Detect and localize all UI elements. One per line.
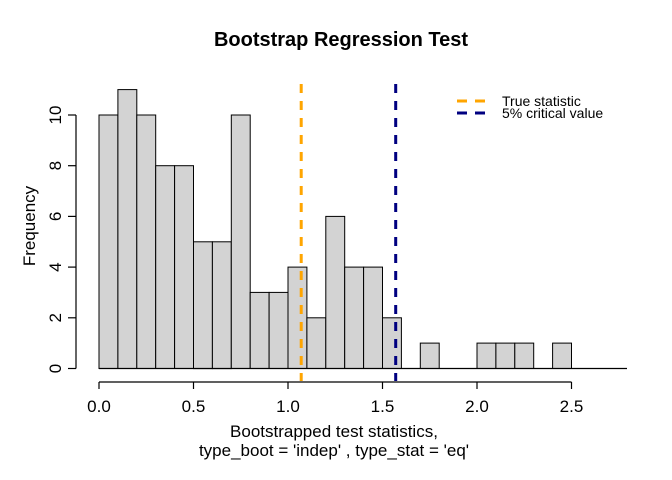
x-tick-label: 2.0 <box>465 397 489 416</box>
x-tick-label: 0.0 <box>87 397 111 416</box>
y-tick-label: 4 <box>46 262 65 271</box>
y-tick-label: 2 <box>46 313 65 322</box>
histogram-bar <box>230 114 251 369</box>
histogram-bar <box>98 114 119 369</box>
histogram-bar <box>268 291 289 369</box>
histogram-bar <box>495 342 516 370</box>
histogram-bar <box>306 317 327 369</box>
y-tick-label: 10 <box>46 106 65 125</box>
histogram-bar <box>325 215 346 369</box>
x-axis-label-line1: Bootstrapped test statistics, <box>230 422 438 441</box>
x-tick-label: 1.0 <box>276 397 300 416</box>
x-tick-label: 1.5 <box>371 397 395 416</box>
histogram-bar <box>193 241 213 370</box>
histogram-bar <box>136 114 157 369</box>
histogram-bar <box>344 266 365 370</box>
chart-title: Bootstrap Regression Test <box>214 29 468 51</box>
y-tick-label: 8 <box>46 161 65 170</box>
x-tick-label: 2.5 <box>560 397 584 416</box>
histogram-bar <box>419 342 440 370</box>
legend-label: 5% critical value <box>502 105 603 121</box>
histogram-bar <box>117 89 138 369</box>
y-tick-label: 0 <box>46 364 65 373</box>
histogram-bar <box>287 266 308 370</box>
histogram-bar <box>476 342 497 370</box>
histogram-bar <box>155 165 176 369</box>
histogram-bar <box>552 342 572 370</box>
histogram-bar <box>363 266 384 370</box>
y-tick-label: 6 <box>46 212 65 221</box>
y-axis-label: Frequency <box>20 185 39 266</box>
x-tick-label: 0.5 <box>182 397 206 416</box>
histogram-bar <box>174 165 195 369</box>
legend-label: True statistic <box>502 93 581 109</box>
histogram-bar <box>382 317 402 369</box>
histogram-bar <box>249 291 270 369</box>
histogram-bar <box>211 241 232 370</box>
histogram-bar <box>514 342 535 370</box>
x-axis-label-line2: type_boot = 'indep' , type_stat = 'eq' <box>199 441 469 460</box>
